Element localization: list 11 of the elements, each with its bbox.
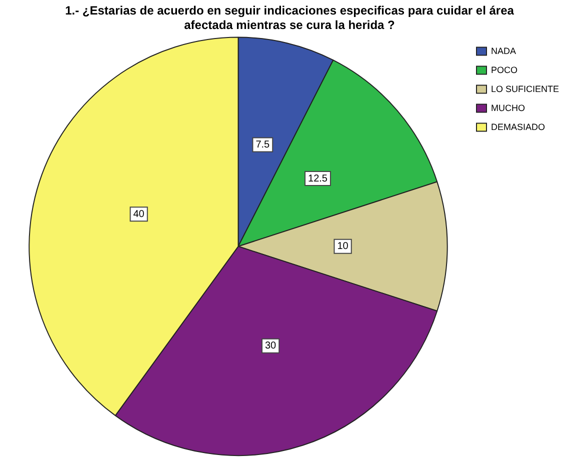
data-label: 7.5 xyxy=(256,139,270,150)
data-label: 12.5 xyxy=(308,173,328,184)
legend-label: LO SUFICIENTE xyxy=(490,84,560,94)
chart-title: 1.- ¿Estarias de acuerdo en seguir indicaciones especificas para cuidar el área afectada mientras se cura la herida ? xyxy=(65,4,514,32)
legend-label: NADA xyxy=(490,46,516,56)
legend-label: POCO xyxy=(490,64,518,75)
data-label: 30 xyxy=(264,340,277,352)
legend-label: DEMASIADO xyxy=(490,122,546,132)
legend-label: MUCHO xyxy=(490,102,525,113)
data-label: 40 xyxy=(133,208,145,220)
data-label: 10 xyxy=(337,241,349,252)
